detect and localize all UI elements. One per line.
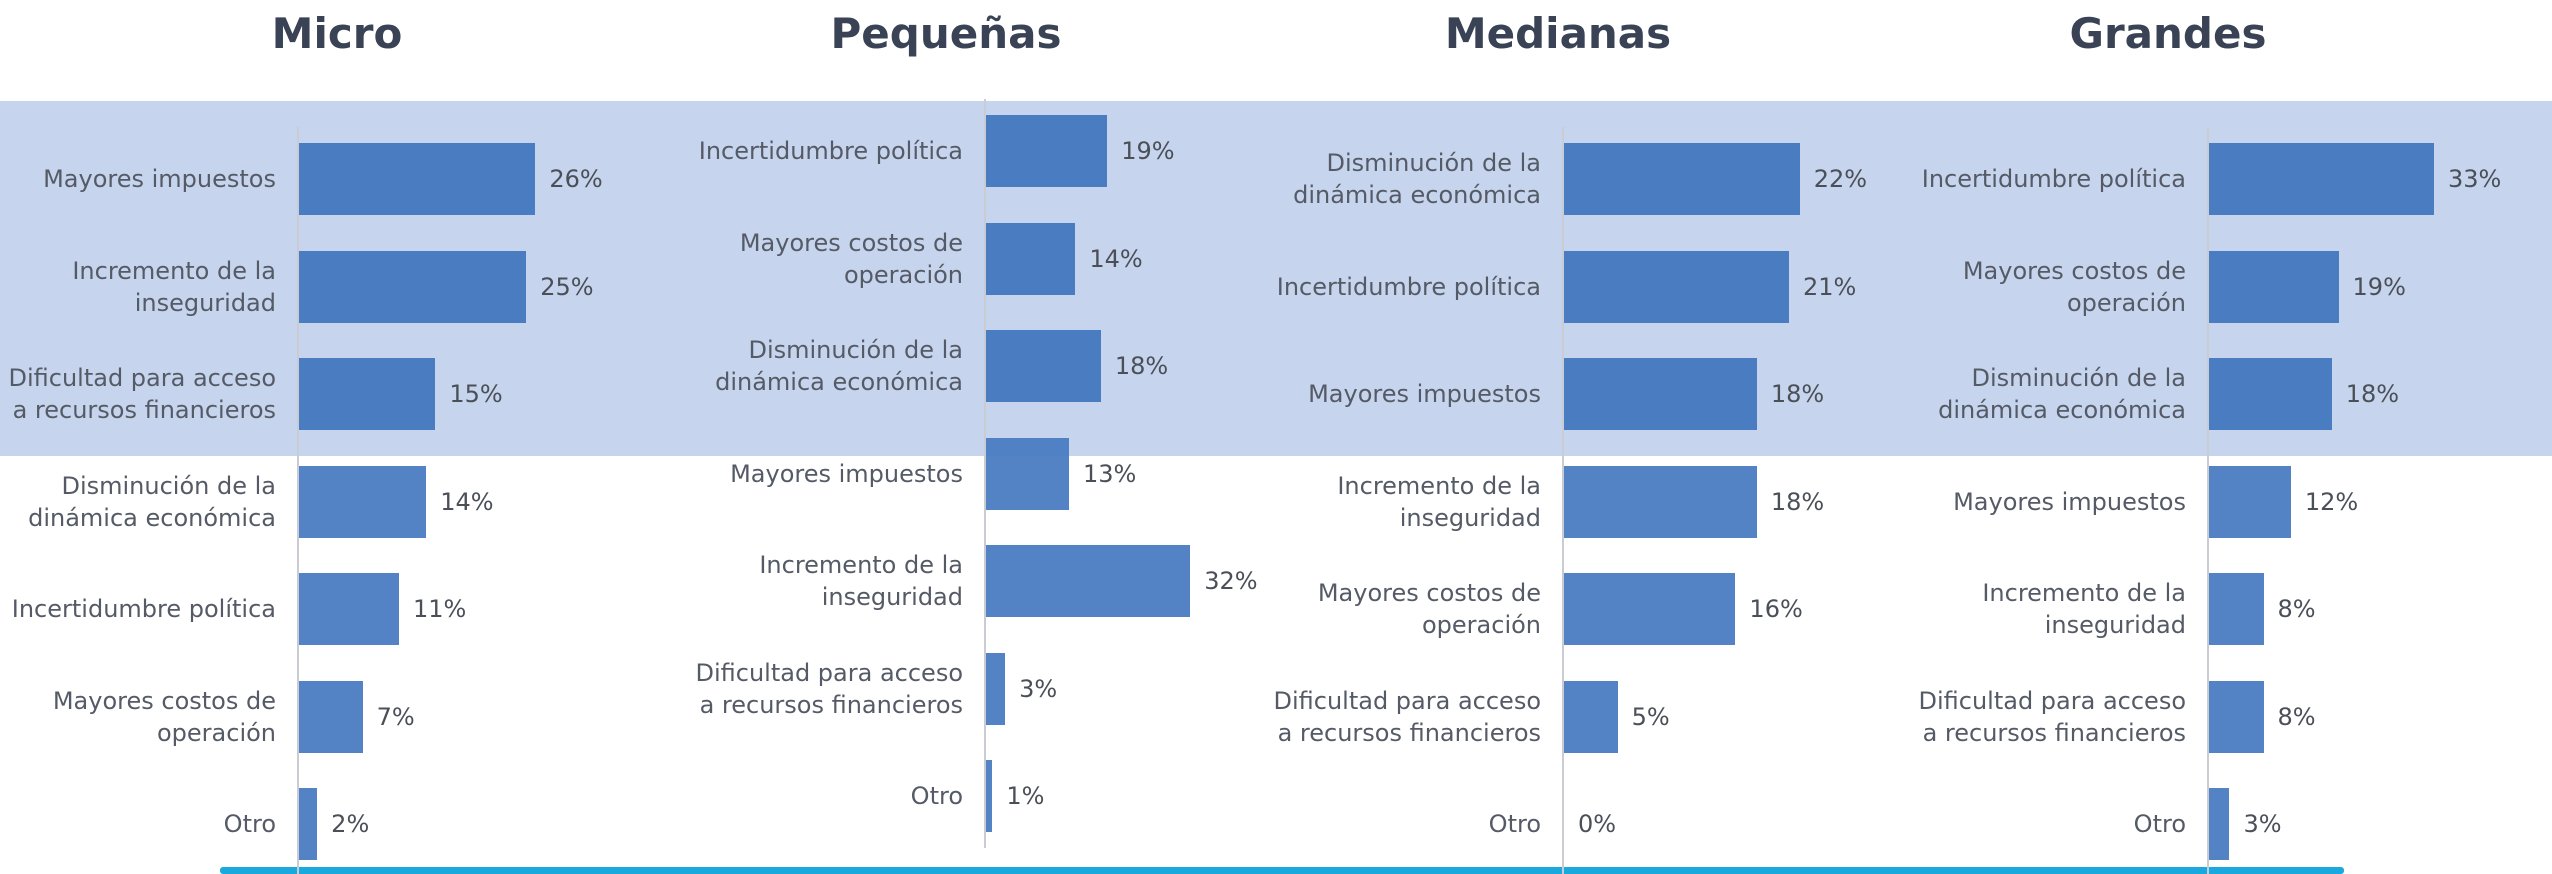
- bar: [2209, 680, 2264, 753]
- category-label: Disminución de la dinámica económica: [715, 336, 963, 396]
- value-label: 14%: [440, 487, 494, 516]
- value-label: 18%: [1770, 487, 1825, 516]
- category-label: Otro: [910, 782, 963, 810]
- bar: [299, 788, 318, 860]
- value-label: 16%: [1749, 595, 1803, 623]
- bar: [299, 358, 436, 430]
- category-label: Dificultad para acceso a recursos financ…: [8, 364, 276, 424]
- category-label: Mayores costos de operación: [739, 228, 963, 289]
- value-label: 0%: [1578, 810, 1617, 838]
- panel-title: Grandes: [2069, 9, 2267, 58]
- category-label: Incertidumbre política: [11, 595, 276, 623]
- value-label: 13%: [1082, 459, 1137, 488]
- panel-title: Micro: [271, 9, 403, 58]
- category-label: Incremento de la inseguridad: [1337, 471, 1541, 532]
- value-label: 2%: [331, 810, 370, 838]
- panel-title: Medianas: [1444, 9, 1672, 58]
- value-label: 33%: [2448, 165, 2502, 193]
- value-label: 19%: [2352, 272, 2406, 301]
- category-label: Incremento de la inseguridad: [759, 551, 963, 611]
- category-label: Otro: [2133, 810, 2186, 838]
- category-label: Incertidumbre política: [698, 137, 963, 165]
- bar: [986, 652, 1006, 725]
- value-label: 5%: [1631, 702, 1670, 731]
- value-label: 12%: [2304, 487, 2359, 516]
- bar: [986, 330, 1101, 402]
- panel-title: Pequeñas: [830, 9, 1062, 58]
- category-label: Mayores costos de operación: [1962, 256, 2186, 317]
- bar: [986, 437, 1069, 510]
- category-label: Incertidumbre política: [1276, 272, 1541, 301]
- category-label: Dificultad para acceso a recursos financ…: [1918, 686, 2186, 747]
- category-label: Mayores costos de operación: [52, 686, 276, 747]
- value-label: 15%: [449, 380, 503, 408]
- bar: [299, 573, 399, 645]
- value-label: 25%: [540, 272, 594, 301]
- bar: [2209, 143, 2434, 215]
- category-label: Otro: [1488, 810, 1541, 838]
- category-label: Mayores impuestos: [1953, 487, 2186, 516]
- value-label: 7%: [376, 702, 415, 731]
- category-axis: [984, 99, 986, 848]
- bar: [986, 760, 993, 832]
- bar: [2209, 250, 2339, 323]
- bar: [2209, 465, 2291, 538]
- category-label: Otro: [223, 810, 276, 838]
- value-label: 19%: [1121, 137, 1175, 165]
- value-label: 8%: [2277, 702, 2316, 731]
- value-label: 1%: [1006, 782, 1045, 810]
- value-label: 18%: [1770, 380, 1825, 408]
- category-label: Disminución de la dinámica económica: [28, 471, 276, 532]
- category-label: Mayores impuestos: [730, 459, 963, 488]
- value-label: 32%: [1204, 567, 1258, 595]
- bar: [1564, 250, 1789, 323]
- value-label: 11%: [413, 595, 467, 623]
- category-axis: [297, 127, 299, 874]
- category-label: Disminución de la dinámica económica: [1938, 364, 2186, 424]
- category-label: Mayores costos de operación: [1317, 579, 1541, 639]
- value-label: 3%: [2243, 810, 2282, 838]
- bar: [2209, 788, 2230, 860]
- bar: [986, 545, 1191, 617]
- bar: [299, 465, 427, 538]
- bar: [986, 115, 1108, 187]
- category-axis: [1562, 127, 1564, 874]
- value-label: 18%: [1114, 352, 1169, 380]
- category-label: Mayores impuestos: [43, 165, 276, 193]
- category-label: Dificultad para acceso a recursos financ…: [695, 658, 963, 719]
- category-label: Incremento de la inseguridad: [1982, 579, 2186, 639]
- value-label: 8%: [2277, 595, 2316, 623]
- bar: [299, 250, 527, 323]
- bar: [986, 222, 1076, 295]
- category-label: Incremento de la inseguridad: [72, 256, 276, 317]
- category-axis: [2207, 127, 2209, 874]
- value-label: 22%: [1813, 165, 1868, 193]
- value-label: 3%: [1019, 674, 1058, 703]
- value-label: 18%: [2345, 380, 2400, 408]
- bar: [299, 680, 363, 753]
- bar: [1564, 573, 1736, 645]
- category-label: Dificultad para acceso a recursos financ…: [1273, 686, 1541, 747]
- value-label: 21%: [1803, 272, 1857, 301]
- bar: [1564, 680, 1618, 753]
- value-label: 14%: [1089, 244, 1143, 273]
- bar: [299, 143, 536, 215]
- value-label: 26%: [549, 165, 603, 193]
- category-label: Disminución de la dinámica económica: [1293, 149, 1541, 209]
- bar: [1564, 358, 1757, 430]
- bar: [2209, 358, 2332, 430]
- category-label: Mayores impuestos: [1308, 380, 1541, 408]
- bar: [2209, 573, 2264, 645]
- bar: [1564, 143, 1800, 215]
- bottom-rule: [220, 867, 2344, 874]
- bar: [1564, 465, 1757, 538]
- category-label: Incertidumbre política: [1921, 165, 2186, 193]
